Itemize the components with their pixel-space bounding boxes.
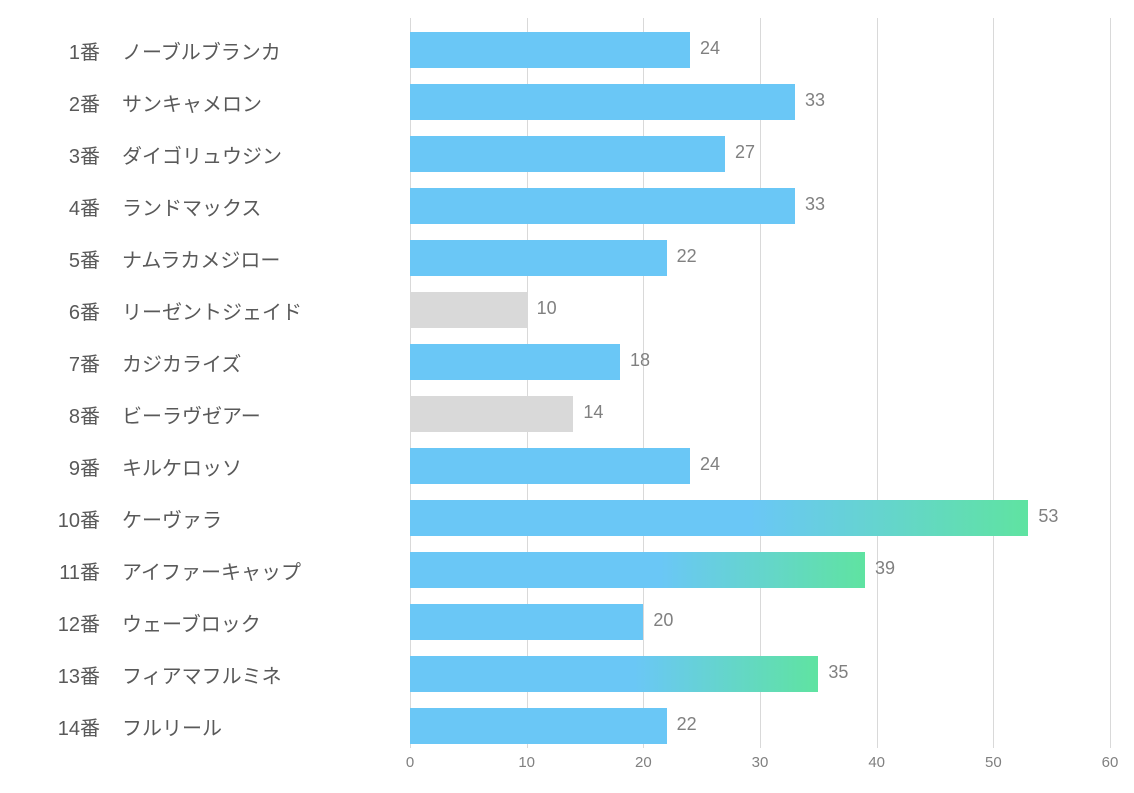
entry-name: フルリール	[122, 712, 222, 741]
bar	[410, 84, 795, 120]
horse-rating-bar-chart: 24 33 27 33 22 10 18 14 24 53 39 20 35 22 1番ノーブルブランカ 2番…	[0, 0, 1134, 793]
entry-number: 8番	[69, 400, 100, 429]
entry-number: 1番	[69, 36, 100, 65]
entry-name: サンキャメロン	[122, 88, 262, 117]
entry-number: 7番	[69, 348, 100, 377]
bar-value-label: 18	[630, 350, 650, 371]
bar-value-label: 24	[700, 454, 720, 475]
bar	[410, 656, 818, 692]
bar	[410, 448, 690, 484]
plot-area: 24 33 27 33 22 10 18 14 24 53 39 20 35 22	[410, 18, 1110, 748]
bar-value-label: 22	[677, 246, 697, 267]
x-gridline	[877, 18, 878, 748]
bar-value-label: 35	[828, 662, 848, 683]
entry-number: 13番	[58, 660, 100, 689]
bar	[410, 396, 573, 432]
bar-value-label: 53	[1038, 506, 1058, 527]
bar-value-label: 14	[583, 402, 603, 423]
x-tick-label: 30	[752, 754, 769, 771]
x-tick-label: 50	[985, 754, 1002, 771]
bar-value-label: 39	[875, 558, 895, 579]
entry-number: 2番	[69, 88, 100, 117]
bar-value-label: 33	[805, 194, 825, 215]
entry-number: 3番	[69, 140, 100, 169]
entry-name: ダイゴリュウジン	[122, 140, 282, 169]
bar	[410, 136, 725, 172]
entry-number: 5番	[69, 244, 100, 273]
x-gridline	[643, 18, 644, 748]
bar-value-label: 24	[700, 38, 720, 59]
x-tick-label: 60	[1102, 754, 1119, 771]
entry-name: ケーヴァラ	[122, 504, 222, 533]
x-tick-label: 20	[635, 754, 652, 771]
bar	[410, 604, 643, 640]
entry-number: 11番	[59, 556, 100, 585]
x-tick-label: 0	[406, 754, 414, 771]
bar	[410, 240, 667, 276]
x-tick-label: 40	[868, 754, 885, 771]
entry-name: ナムラカメジロー	[122, 244, 280, 273]
entry-number: 12番	[58, 608, 100, 637]
bar-value-label: 33	[805, 90, 825, 111]
bar	[410, 188, 795, 224]
bar	[410, 32, 690, 68]
bar	[410, 344, 620, 380]
bar-value-label: 20	[653, 610, 673, 631]
bar	[410, 708, 667, 744]
entry-name: リーゼントジェイド	[122, 296, 302, 325]
bar	[410, 500, 1028, 536]
entry-number: 9番	[69, 452, 100, 481]
entry-name: フィアマフルミネ	[122, 660, 282, 689]
entry-name: キルケロッソ	[122, 452, 242, 481]
x-gridline	[993, 18, 994, 748]
entry-name: ウェーブロック	[122, 608, 261, 637]
entry-name: ランドマックス	[122, 192, 261, 221]
bar-value-label: 10	[537, 298, 557, 319]
entry-number: 10番	[58, 504, 100, 533]
entry-name: ビーラヴゼアー	[122, 400, 261, 429]
entry-number: 14番	[58, 712, 100, 741]
entry-number: 6番	[69, 296, 100, 325]
entry-name: アイファーキャップ	[122, 556, 301, 585]
x-gridline	[1110, 18, 1111, 748]
entry-name: カジカライズ	[122, 348, 241, 377]
bar-value-label: 27	[735, 142, 755, 163]
bar-value-label: 22	[677, 714, 697, 735]
bar	[410, 552, 865, 588]
x-tick-label: 10	[518, 754, 535, 771]
bar	[410, 292, 527, 328]
entry-name: ノーブルブランカ	[122, 36, 281, 65]
x-gridline	[760, 18, 761, 748]
entry-number: 4番	[69, 192, 100, 221]
